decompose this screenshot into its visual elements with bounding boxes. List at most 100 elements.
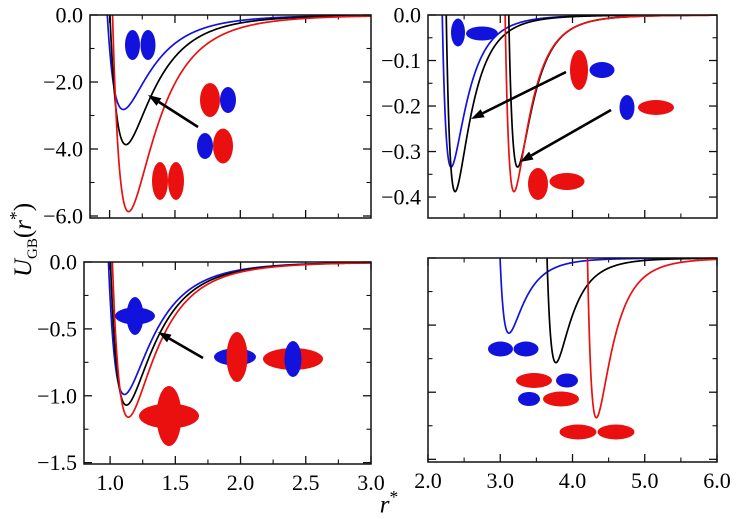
panel-top-left: 0.0 −2.0 −4.0 −6.0 — [43, 3, 372, 228]
icon-config-red-red-cross — [139, 386, 199, 446]
ylabel-subscript-GB: GB — [25, 238, 42, 259]
icon-config-red-red-end — [559, 424, 635, 440]
y-axis-label: UGB(r*) — [6, 203, 42, 277]
blue-ellipse-icon — [488, 341, 513, 357]
icon-config-red-blue-tee — [570, 50, 615, 90]
blue-ellipse-icon — [466, 26, 498, 41]
x-tick-label: 3.0 — [357, 470, 385, 495]
y-tick-label: −0.3 — [381, 139, 421, 164]
annotation-arrow — [471, 70, 567, 119]
ylabel-star: * — [5, 211, 26, 221]
icon-config-red-red-side — [152, 162, 184, 200]
y-tick-label: 0.0 — [394, 3, 422, 28]
red-ellipse-icon — [139, 403, 199, 429]
icon-config-red-blue-cross — [214, 332, 256, 382]
icon-config-red-red-tee — [528, 168, 585, 200]
curve-red-red-cross — [111, 262, 371, 419]
blue-ellipse-icon — [619, 95, 635, 120]
arrow-head-icon — [158, 332, 172, 343]
red-ellipse-icon — [570, 50, 588, 90]
panel-frame — [427, 257, 718, 463]
x-tick-label: 2.0 — [414, 468, 442, 493]
icon-config-red-blue-side — [200, 83, 236, 117]
y-tick-label: −0.5 — [37, 316, 77, 341]
icon-config-blue-blue-side — [125, 30, 156, 60]
blue-ellipse-icon — [140, 30, 156, 60]
blue-ellipse-icon — [115, 307, 155, 325]
icon-config-blue-red-cross — [263, 341, 323, 377]
ylabel-symbol-U: U — [10, 258, 38, 278]
x-tick-label: 4.0 — [559, 468, 587, 493]
x-tick-label: 2.0 — [227, 470, 255, 495]
x-tick-label: 1.0 — [96, 470, 124, 495]
panel-frame — [83, 261, 372, 465]
red-ellipse-icon — [559, 424, 597, 440]
xlabel-symbol-r: r — [379, 491, 390, 519]
curve-red-red-side-by-side — [111, 15, 371, 213]
red-ellipse-icon — [226, 332, 248, 382]
red-ellipse-icon — [213, 128, 233, 164]
arrow-shaft-icon — [482, 70, 567, 115]
icon-config-blue-red-tee — [619, 95, 674, 120]
y-tick-label: −0.1 — [381, 48, 421, 73]
x-tick-label: 6.0 — [703, 468, 731, 493]
ylabel-paren-open: ( — [10, 229, 38, 239]
red-ellipse-icon — [200, 83, 220, 117]
panel-bottom-right: 2.0 3.0 4.0 5.0 6.0 — [414, 257, 731, 493]
y-tick-label: −6.0 — [43, 203, 83, 228]
blue-ellipse-icon — [284, 341, 302, 377]
red-ellipse-icon — [543, 391, 579, 407]
x-axis-label: r* — [380, 487, 398, 519]
y-tick-label: −4.0 — [43, 136, 83, 161]
curve-blue-blue-cross — [107, 262, 371, 396]
icon-config-red-blue-end — [516, 373, 578, 388]
y-tick-label: 0.0 — [56, 3, 84, 28]
curve-blue-blue-end-to-end — [499, 258, 717, 335]
curve-red-blue-cross-mixed — [109, 262, 371, 406]
panel-frame — [427, 14, 718, 219]
blue-ellipse-icon — [513, 341, 539, 357]
blue-ellipse-icon — [556, 373, 578, 388]
red-ellipse-icon — [152, 162, 168, 200]
y-tick-label: 0.0 — [50, 250, 78, 275]
ylabel-symbol-r: r — [10, 220, 38, 230]
curve-red-blue-side-by-side-mixed — [109, 15, 371, 146]
arrow-shaft-icon — [158, 100, 199, 129]
icon-config-blue-red-end — [518, 391, 579, 407]
arrow-head-icon — [520, 151, 534, 162]
red-ellipse-icon — [528, 168, 548, 200]
annotation-arrow — [520, 108, 612, 162]
curve-red-blue-end-to-end-mixed — [546, 258, 717, 364]
x-tick-label: 5.0 — [631, 468, 659, 493]
y-tick-label: −2.0 — [43, 69, 83, 94]
red-ellipse-icon — [549, 173, 585, 190]
arrow-shaft-icon — [530, 108, 612, 157]
panel-bottom-left: 0.0 −0.5 −1.0 −1.5 1.0 1.5 2.0 2.5 3.0 — [37, 250, 385, 496]
icon-config-blue-blue-end — [488, 341, 539, 357]
icon-config-blue-red-side — [197, 128, 233, 164]
blue-ellipse-icon — [125, 30, 140, 60]
annotation-arrow — [158, 332, 204, 360]
y-tick-label: −1.0 — [37, 383, 77, 408]
curve-red-red-end-to-end — [586, 258, 717, 419]
icon-config-blue-blue-tee — [451, 18, 498, 47]
panel-frame — [89, 14, 372, 219]
blue-ellipse-icon — [197, 133, 213, 159]
panel-top-right: 0.0 −0.1 −0.2 −0.3 −0.4 — [381, 3, 718, 219]
y-tick-label: −0.4 — [381, 185, 421, 210]
arrow-head-icon — [148, 95, 162, 106]
y-tick-label: −1.5 — [37, 450, 77, 475]
arrow-head-icon — [471, 109, 485, 119]
red-ellipse-icon — [638, 100, 674, 115]
red-ellipse-icon — [597, 424, 635, 440]
arrow-shaft-icon — [168, 337, 204, 360]
blue-ellipse-icon — [220, 87, 236, 113]
blue-ellipse-icon — [451, 18, 465, 47]
blue-ellipse-icon — [518, 392, 540, 406]
blue-ellipse-icon — [589, 62, 615, 78]
icon-config-blue-blue-cross — [115, 297, 155, 335]
red-ellipse-icon — [516, 373, 552, 388]
y-tick-label: −0.2 — [381, 94, 421, 119]
